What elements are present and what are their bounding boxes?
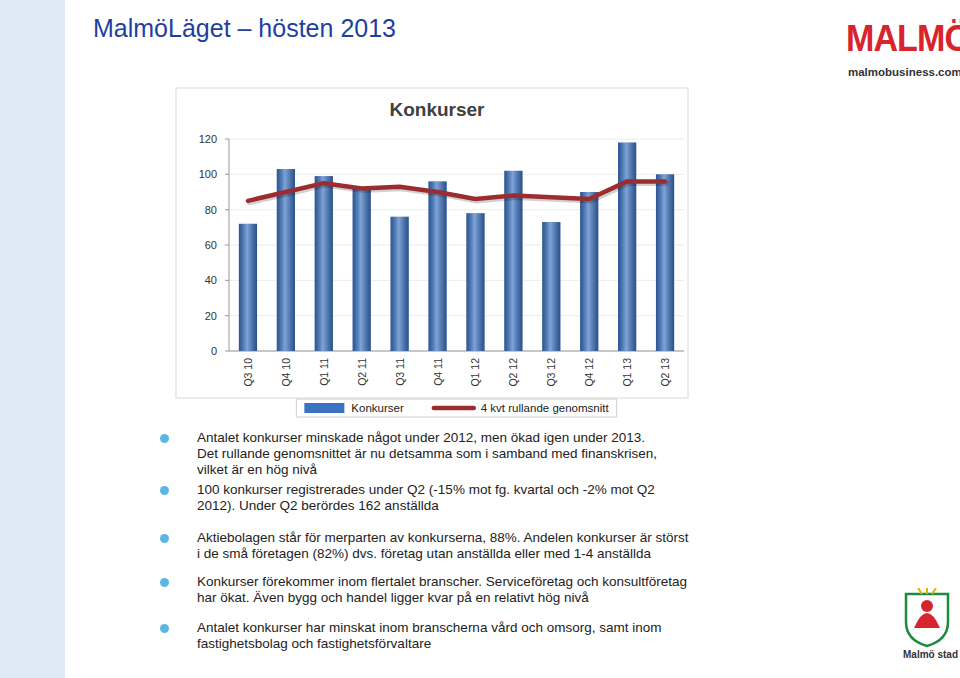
category-label: Q4 10	[280, 358, 292, 387]
bar	[466, 213, 484, 351]
logo-text: MALMÖ	[846, 18, 960, 60]
legend: Konkurser 4 kvt rullande genomsnitt	[296, 399, 616, 417]
bullet-dot	[160, 434, 169, 443]
logo: MALMÖ malmobusiness.com	[838, 18, 953, 88]
bar	[542, 222, 560, 351]
category-label: Q2 12	[507, 358, 519, 387]
grid-line	[229, 139, 684, 140]
category-label: Q2 13	[659, 358, 671, 387]
bar-shine	[353, 188, 371, 351]
tick-label: 20	[205, 310, 217, 322]
bullet-text: fastighetsbolag och fastighetsförvaltare	[197, 636, 431, 651]
grid-line	[229, 209, 684, 210]
chart-area	[176, 88, 688, 398]
grid-line	[229, 174, 684, 175]
bar	[656, 174, 674, 351]
tick-label: 0	[211, 345, 217, 357]
category-label: Q3 10	[242, 358, 254, 387]
bar-shine	[542, 222, 560, 351]
bar-shine	[580, 192, 598, 351]
category-label: Q1 12	[469, 358, 481, 387]
bar-shine	[428, 181, 446, 351]
plot-marks	[239, 143, 674, 351]
crest-crown	[918, 588, 936, 594]
bullet-text: 100 konkurser registrerades under Q2 (-1…	[197, 482, 655, 497]
bullet-dot	[160, 534, 169, 543]
bar-shine	[315, 176, 333, 351]
bullet-dot	[160, 578, 169, 587]
logo-website: malmobusiness.com	[848, 66, 960, 78]
legend-label: Konkurser	[351, 402, 404, 414]
legend-swatch	[434, 406, 474, 411]
slide-title: MalmöLäget – hösten 2013	[93, 14, 396, 43]
side-strip	[0, 0, 65, 678]
chart-title: Konkurser	[389, 99, 485, 120]
category-label: Q3 11	[394, 358, 406, 386]
bullet-list: Antalet konkurser minskade något under 2…	[160, 0, 860, 678]
bar-shine	[466, 213, 484, 351]
bullet-text: i de små företagen (82%) dvs. företag ut…	[197, 546, 651, 561]
bullet-dot	[160, 486, 169, 495]
tick-mark	[225, 139, 229, 140]
grid-line	[229, 280, 684, 281]
tick-mark	[225, 280, 229, 281]
bar	[239, 224, 257, 351]
bullet-text: Antalet konkurser minskade något under 2…	[197, 430, 645, 445]
bullet-text: vilket är en hög nivå	[197, 462, 317, 477]
grid-line	[229, 351, 684, 352]
category-label: Q4 12	[583, 358, 595, 387]
x-axis	[229, 351, 684, 352]
legend-label: 4 kvt rullande genomsnitt	[481, 402, 610, 414]
bar-shine	[656, 174, 674, 351]
tick-mark	[225, 351, 229, 352]
bullet-text: Det rullande genomsnittet är nu detsamma…	[197, 446, 657, 461]
legend-item: Konkurser	[304, 402, 404, 414]
crest-shield	[906, 594, 948, 646]
bar	[391, 217, 409, 351]
crest	[900, 588, 954, 648]
crest-head	[921, 600, 933, 612]
tick-label: 80	[205, 204, 217, 216]
category-label: Q1 11	[318, 358, 330, 386]
tick-label: 40	[205, 274, 217, 286]
bar	[428, 181, 446, 351]
bullet-text: 2012). Under Q2 berördes 162 anställda	[197, 498, 439, 513]
bullet-dot	[160, 624, 169, 633]
category-label: Q1 13	[621, 358, 633, 387]
bar-shine	[239, 224, 257, 351]
tick-mark	[225, 209, 229, 210]
bar-shine	[618, 143, 636, 351]
legend-swatch	[304, 403, 344, 413]
legend-box	[296, 399, 616, 417]
category-label: Q4 11	[432, 358, 444, 386]
category-label: Q2 11	[356, 358, 368, 386]
grid-line	[229, 245, 684, 246]
tick-label: 60	[205, 239, 217, 251]
y-axis	[229, 139, 230, 351]
bar	[618, 143, 636, 351]
category-label: Q3 12	[545, 358, 557, 387]
bullet-text: Antalet konkurser har minskat inom brans…	[197, 620, 661, 635]
bar	[353, 188, 371, 351]
tick-mark	[225, 174, 229, 175]
tick-label: 100	[199, 168, 217, 180]
bullet-text: Konkurser förekommer inom flertalet bran…	[197, 574, 687, 589]
bullet-text: har ökat. Även bygg och handel ligger kv…	[197, 590, 589, 605]
tick-label: 120	[199, 133, 217, 145]
footer-logo-text: Malmö stad	[903, 649, 958, 660]
line	[248, 181, 665, 200]
bar	[580, 192, 598, 351]
tick-mark	[225, 245, 229, 246]
crest-griffin	[914, 613, 940, 628]
grid-line	[229, 315, 684, 316]
tick-mark	[225, 315, 229, 316]
bullet-text: Aktiebolagen står för merparten av konku…	[197, 530, 689, 545]
legend-item: 4 kvt rullande genomsnitt	[434, 402, 610, 414]
bar-shine	[391, 217, 409, 351]
bar	[315, 176, 333, 351]
